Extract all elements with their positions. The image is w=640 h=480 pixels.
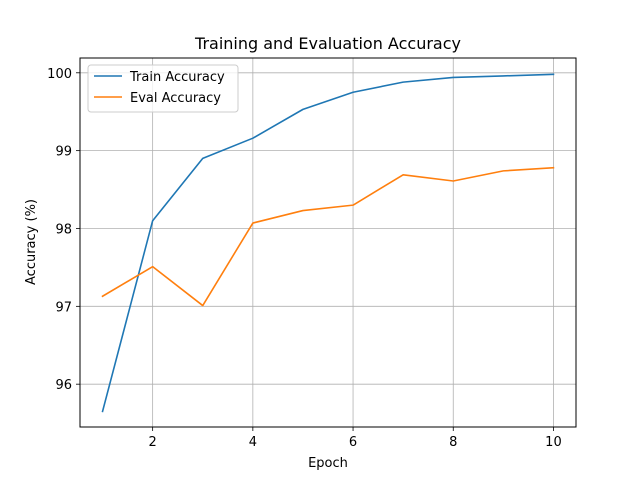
plot-frame [79, 57, 577, 428]
y-tick-label: 100 [47, 67, 72, 82]
plot-area [80, 58, 576, 427]
y-tick-label: 99 [55, 145, 72, 160]
eval-accuracy-line [101, 166, 555, 307]
y-axis-label: Accuracy (%) [24, 199, 39, 285]
y-tick-label: 97 [55, 300, 72, 315]
y-tick-label: 98 [55, 222, 72, 237]
x-axis-label: Epoch [308, 456, 348, 471]
chart-title: Training and Evaluation Accuracy [194, 34, 461, 53]
x-tick-label: 8 [449, 435, 457, 450]
x-tick-label: 10 [545, 435, 562, 450]
x-tick-label: 2 [149, 435, 157, 450]
axis-ticks: 2 4 6 8 10 96 97 98 99 100 [47, 67, 562, 450]
legend-label-train: Train Accuracy [129, 70, 225, 85]
legend: Train Accuracy Eval Accuracy [87, 64, 239, 113]
y-tick-label: 96 [55, 378, 72, 393]
legend-label-eval: Eval Accuracy [130, 91, 221, 106]
data-series [101, 73, 555, 413]
legend-box [87, 64, 239, 113]
train-accuracy-line [101, 73, 555, 413]
x-tick-label: 4 [249, 435, 257, 450]
x-tick-label: 6 [349, 435, 357, 450]
grid-lines [80, 58, 576, 427]
